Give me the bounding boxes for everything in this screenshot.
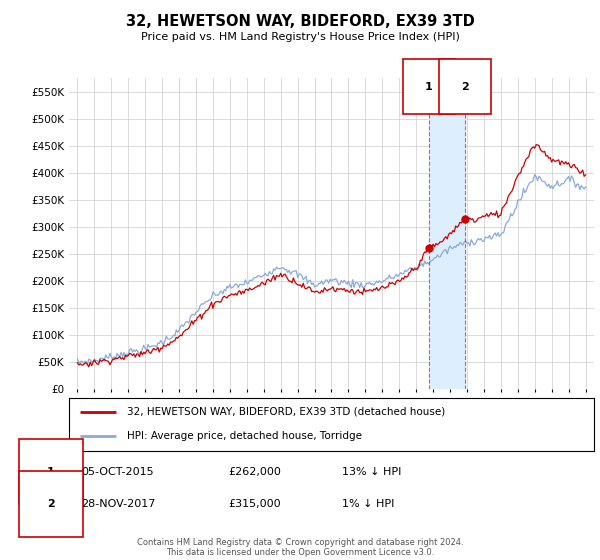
Text: HPI: Average price, detached house, Torridge: HPI: Average price, detached house, Torr… bbox=[127, 431, 362, 441]
Text: 28-NOV-2017: 28-NOV-2017 bbox=[81, 499, 155, 509]
Text: 05-OCT-2015: 05-OCT-2015 bbox=[81, 466, 154, 477]
Text: Price paid vs. HM Land Registry's House Price Index (HPI): Price paid vs. HM Land Registry's House … bbox=[140, 32, 460, 43]
Text: 1% ↓ HPI: 1% ↓ HPI bbox=[342, 499, 394, 509]
Text: 1: 1 bbox=[47, 466, 55, 477]
Text: 1: 1 bbox=[425, 82, 433, 91]
Text: £262,000: £262,000 bbox=[228, 466, 281, 477]
Text: 2: 2 bbox=[47, 499, 55, 509]
Bar bbox=[429, 78, 465, 389]
Text: 13% ↓ HPI: 13% ↓ HPI bbox=[342, 466, 401, 477]
Text: £315,000: £315,000 bbox=[228, 499, 281, 509]
Text: Contains HM Land Registry data © Crown copyright and database right 2024.
This d: Contains HM Land Registry data © Crown c… bbox=[137, 538, 463, 557]
Text: 32, HEWETSON WAY, BIDEFORD, EX39 3TD: 32, HEWETSON WAY, BIDEFORD, EX39 3TD bbox=[125, 14, 475, 29]
Text: 2: 2 bbox=[461, 82, 469, 91]
Text: 32, HEWETSON WAY, BIDEFORD, EX39 3TD (detached house): 32, HEWETSON WAY, BIDEFORD, EX39 3TD (de… bbox=[127, 407, 445, 417]
